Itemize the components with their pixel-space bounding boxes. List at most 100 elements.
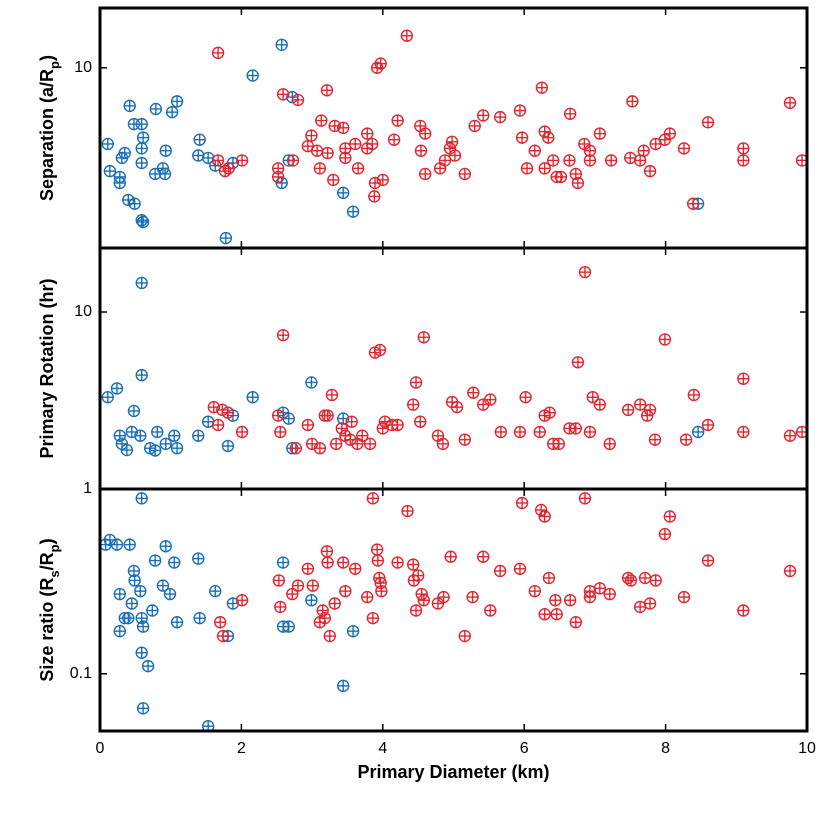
point (148, 554, 162, 567)
point (621, 571, 635, 585)
y-tick-label: 0.1 (70, 665, 92, 682)
point (520, 162, 534, 175)
point (737, 154, 750, 167)
markers (101, 265, 807, 457)
point (663, 510, 677, 523)
point (361, 127, 374, 140)
point (638, 571, 652, 585)
point (679, 433, 693, 446)
point (563, 594, 577, 607)
point (127, 404, 141, 418)
point (337, 186, 350, 200)
point (135, 142, 148, 155)
point (135, 213, 148, 227)
point (542, 131, 555, 144)
point (274, 425, 287, 439)
panel: 0.1 0 2 4 6 8 10 Primary Diameter (km) Size rati… (37, 487, 816, 782)
point (543, 406, 556, 419)
point (135, 276, 148, 290)
point (276, 328, 290, 342)
point (356, 429, 369, 442)
point (515, 131, 529, 144)
point (563, 107, 577, 120)
point (123, 538, 136, 551)
point (414, 415, 427, 428)
point (349, 562, 362, 575)
point (318, 611, 332, 625)
y-axis-label-part: /R (37, 552, 57, 570)
point (327, 173, 340, 187)
point (400, 29, 414, 42)
point (569, 616, 583, 629)
point (149, 102, 163, 116)
point (411, 569, 425, 582)
point (414, 144, 428, 157)
point (115, 151, 129, 165)
point (445, 135, 459, 149)
point (626, 95, 639, 108)
point (351, 162, 365, 175)
point (337, 556, 350, 569)
point (578, 137, 591, 151)
point (407, 398, 420, 411)
point (438, 154, 452, 167)
axes-frame (98, 6, 809, 250)
point (391, 418, 404, 432)
point (151, 425, 164, 439)
point (419, 167, 432, 181)
point (604, 154, 618, 167)
panel: 10 Separation (a/Rp) (37, 6, 809, 250)
point (146, 604, 159, 617)
point (783, 429, 797, 442)
point (159, 437, 172, 451)
point (391, 114, 404, 127)
point (458, 629, 472, 643)
point (211, 154, 225, 167)
point (476, 550, 490, 563)
point (113, 624, 126, 638)
point (528, 584, 542, 598)
point (221, 439, 235, 453)
y-axis-label-subscript: p (47, 544, 62, 552)
point (467, 386, 480, 399)
point (737, 425, 750, 439)
point (363, 437, 377, 451)
point (113, 587, 126, 601)
point (103, 164, 117, 178)
point (494, 425, 508, 439)
point (321, 556, 334, 569)
point (320, 545, 334, 558)
point (193, 611, 206, 625)
axes-frame (98, 487, 809, 733)
point (549, 594, 562, 607)
point (286, 587, 299, 601)
point (409, 604, 423, 617)
point (192, 552, 205, 565)
point (677, 142, 691, 155)
point (168, 556, 181, 569)
y-axis-label-subscript: s (47, 570, 62, 577)
point (624, 574, 638, 587)
point (222, 162, 235, 175)
point (484, 393, 497, 406)
y-axis-label-subscript: p (47, 61, 62, 69)
point (110, 382, 124, 395)
point (586, 391, 599, 404)
point (101, 137, 114, 151)
point (578, 492, 592, 505)
y-tick-label: 1 (83, 480, 92, 497)
point (643, 597, 657, 610)
point (401, 504, 414, 518)
x-tick-label: 10 (798, 740, 816, 757)
point (135, 368, 148, 382)
point (593, 398, 607, 411)
point (272, 574, 286, 587)
point (552, 437, 566, 451)
point (513, 425, 527, 439)
point (391, 556, 404, 569)
point (125, 597, 139, 610)
point (134, 429, 147, 442)
point (274, 600, 287, 614)
point (519, 391, 532, 404)
point (436, 437, 450, 451)
